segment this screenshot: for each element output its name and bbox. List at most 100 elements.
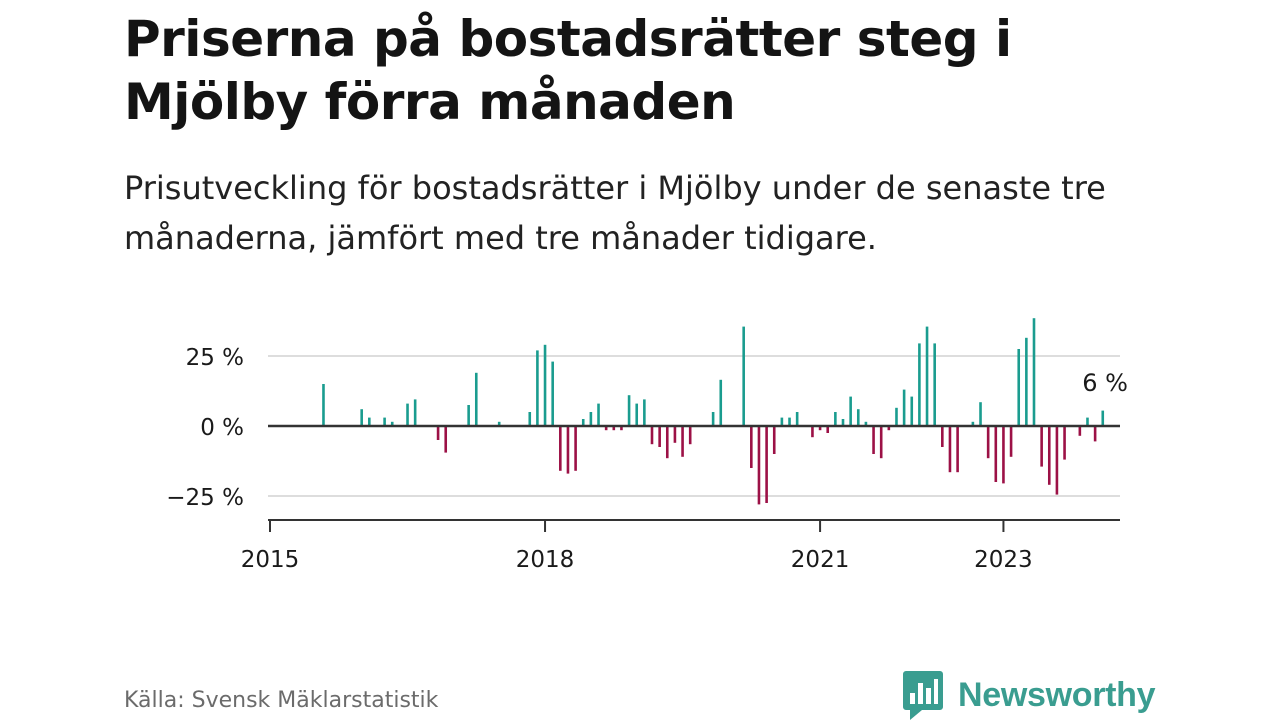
bar [1009, 426, 1013, 457]
bar [742, 326, 745, 426]
x-tick-label: 2023 [974, 547, 1033, 573]
bar [597, 403, 600, 426]
bar [811, 426, 814, 438]
bar [536, 350, 539, 426]
bar [902, 389, 906, 426]
bar [1047, 426, 1051, 485]
x-axis: 2015 2018 2021 2023 [241, 519, 1120, 573]
bar [467, 405, 470, 426]
bar [589, 412, 593, 426]
bar [543, 344, 547, 426]
bar [1063, 426, 1066, 460]
bar [665, 426, 669, 459]
bar [795, 412, 799, 426]
bar [956, 426, 959, 473]
bar [1078, 426, 1082, 436]
bar [826, 426, 830, 433]
bar-chart: 25 % 0 % −25 % 2015 2018 2021 2023 6 % [166, 318, 1128, 573]
bar [566, 426, 570, 474]
bar [711, 412, 715, 426]
bar [406, 403, 409, 426]
y-tick-label: 0 % [200, 415, 244, 441]
bar [879, 426, 883, 459]
bar [849, 396, 852, 426]
bar [765, 426, 768, 503]
bar [444, 426, 448, 453]
bar [872, 426, 875, 454]
bar [1093, 426, 1097, 442]
bar [360, 409, 363, 426]
bar [673, 426, 677, 443]
bar [1040, 426, 1043, 467]
bar [1002, 426, 1005, 484]
bar [551, 361, 554, 426]
bar [650, 426, 654, 445]
bar [497, 421, 501, 426]
bar [834, 412, 837, 426]
bar [864, 421, 868, 426]
bar [635, 403, 639, 426]
bar [368, 417, 371, 426]
bar [895, 407, 898, 426]
chart-subtitle: Prisutveckling för bostadsrätter i Mjölb… [124, 169, 1106, 257]
bar [688, 426, 692, 445]
bar [604, 426, 608, 431]
bar [528, 412, 532, 426]
bar [941, 426, 944, 447]
bar [971, 421, 975, 426]
source-note: Källa: Svensk Mäklarstatistik [124, 688, 439, 713]
bar [1032, 318, 1036, 426]
bar [772, 426, 776, 454]
bar [1025, 337, 1028, 426]
bar [750, 426, 753, 468]
bar [910, 396, 914, 426]
bar [436, 426, 440, 440]
bar [757, 426, 761, 505]
bar [948, 426, 952, 473]
bar [994, 426, 998, 482]
bar [474, 372, 478, 426]
x-tick-label: 2021 [791, 547, 850, 573]
bar [933, 343, 936, 426]
x-tick-label: 2015 [241, 547, 300, 573]
bar [574, 426, 577, 471]
bar [719, 379, 723, 426]
brand-name: Newsworthy [958, 675, 1156, 714]
y-axis-ticks: 25 % 0 % −25 % [166, 345, 244, 511]
bar [322, 384, 325, 426]
bar [620, 426, 623, 431]
bar [1086, 417, 1089, 426]
bar [681, 426, 684, 457]
bar [788, 417, 791, 426]
bar [856, 409, 860, 426]
bar [1055, 426, 1059, 495]
bar [643, 399, 646, 426]
bar [383, 417, 386, 426]
bar [841, 419, 845, 426]
bar [1017, 349, 1021, 426]
bar [986, 426, 990, 459]
latest-value-annotation: 6 % [1082, 369, 1128, 397]
gridlines [268, 355, 1120, 497]
bars [322, 318, 1105, 505]
bar [658, 426, 661, 447]
bar [979, 402, 982, 426]
chart-title: Priserna på bostadsrätter steg i Mjölby … [124, 10, 1012, 131]
x-tick-label: 2018 [516, 547, 575, 573]
bar-chart-speech-bubble-icon [903, 671, 943, 720]
bar [390, 421, 394, 426]
bar [1101, 410, 1105, 426]
y-tick-label: 25 % [186, 345, 244, 371]
bar [925, 326, 929, 426]
bar [559, 426, 562, 471]
bar [887, 426, 891, 431]
bar [581, 419, 585, 426]
y-tick-label: −25 % [166, 485, 244, 511]
bar [918, 343, 921, 426]
bar [627, 395, 631, 426]
bar [780, 417, 784, 426]
bar [818, 426, 822, 431]
brand-logo: Newsworthy [902, 669, 1156, 721]
bar [413, 399, 417, 426]
bar [612, 426, 616, 431]
